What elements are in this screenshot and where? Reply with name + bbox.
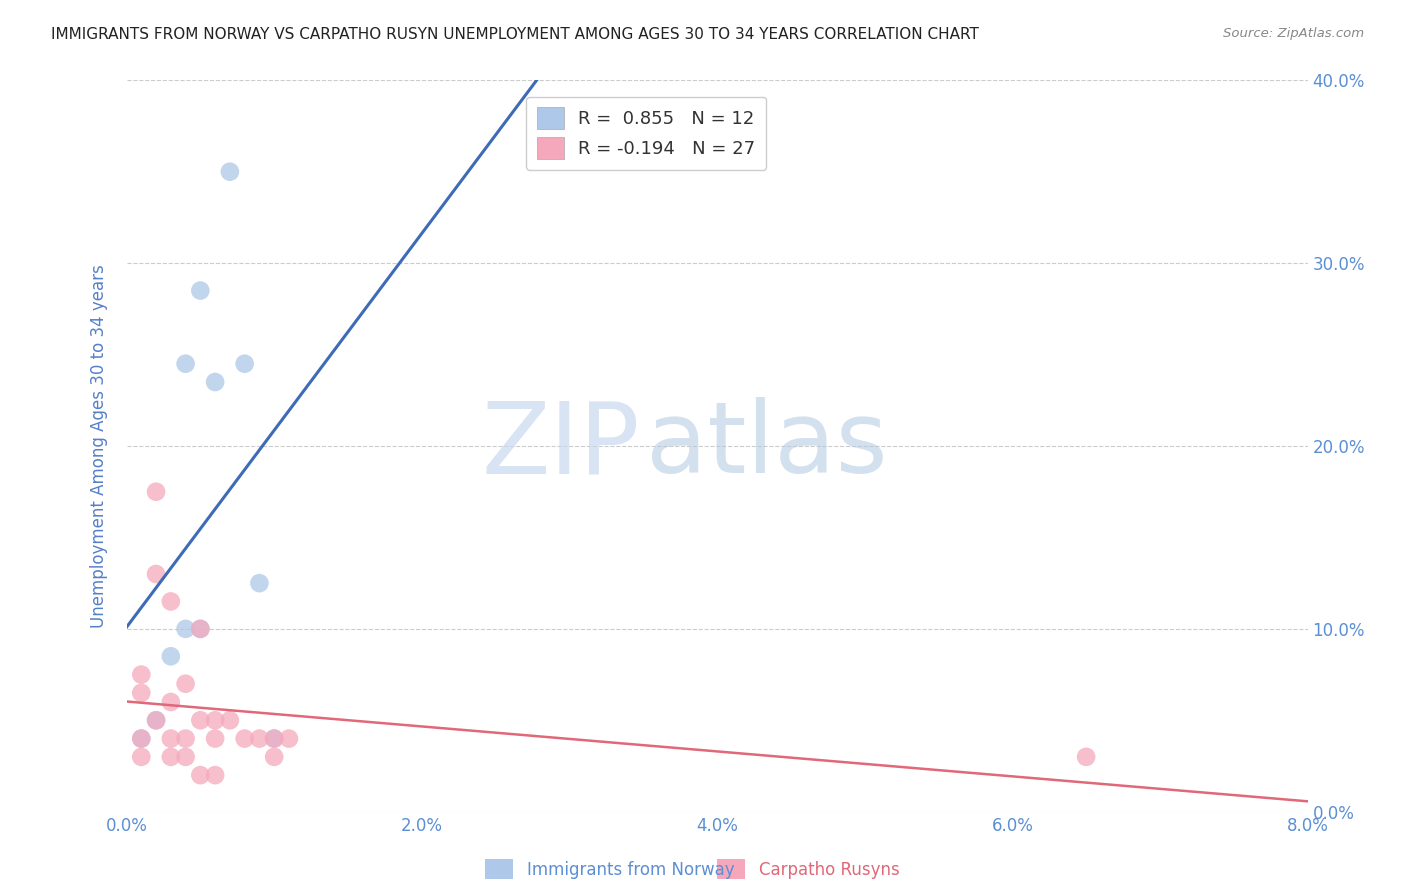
- Point: [174, 676, 197, 690]
- Point: [145, 714, 167, 728]
- Point: [278, 731, 301, 746]
- Point: [174, 731, 197, 746]
- Point: [129, 731, 153, 746]
- Point: [129, 667, 153, 681]
- Point: [219, 714, 242, 728]
- Point: [219, 164, 242, 178]
- Point: [249, 576, 271, 591]
- Point: [174, 357, 197, 371]
- Point: [160, 731, 183, 746]
- Point: [145, 484, 167, 499]
- Point: [160, 594, 183, 608]
- Text: Source: ZipAtlas.com: Source: ZipAtlas.com: [1223, 27, 1364, 40]
- Point: [249, 731, 271, 746]
- Text: ZIP: ZIP: [482, 398, 640, 494]
- Text: Immigrants from Norway: Immigrants from Norway: [527, 861, 735, 879]
- Point: [160, 695, 183, 709]
- Point: [160, 649, 183, 664]
- Point: [263, 731, 285, 746]
- Point: [145, 567, 167, 582]
- Text: atlas: atlas: [647, 398, 887, 494]
- Point: [263, 749, 285, 764]
- Point: [129, 731, 153, 746]
- Point: [160, 749, 183, 764]
- Point: [188, 622, 212, 636]
- Point: [204, 375, 226, 389]
- Point: [174, 749, 197, 764]
- Point: [129, 686, 153, 700]
- Legend: R =  0.855   N = 12, R = -0.194   N = 27: R = 0.855 N = 12, R = -0.194 N = 27: [526, 96, 766, 169]
- Point: [1076, 749, 1098, 764]
- Point: [174, 622, 197, 636]
- Text: IMMIGRANTS FROM NORWAY VS CARPATHO RUSYN UNEMPLOYMENT AMONG AGES 30 TO 34 YEARS : IMMIGRANTS FROM NORWAY VS CARPATHO RUSYN…: [51, 27, 979, 42]
- Point: [204, 731, 226, 746]
- Point: [145, 714, 167, 728]
- Point: [129, 749, 153, 764]
- Point: [204, 714, 226, 728]
- Text: Carpatho Rusyns: Carpatho Rusyns: [759, 861, 900, 879]
- Point: [188, 284, 212, 298]
- Point: [188, 622, 212, 636]
- Point: [204, 768, 226, 782]
- Point: [233, 357, 256, 371]
- Point: [233, 731, 256, 746]
- Point: [263, 731, 285, 746]
- Y-axis label: Unemployment Among Ages 30 to 34 years: Unemployment Among Ages 30 to 34 years: [90, 264, 108, 628]
- Point: [188, 768, 212, 782]
- Point: [188, 714, 212, 728]
